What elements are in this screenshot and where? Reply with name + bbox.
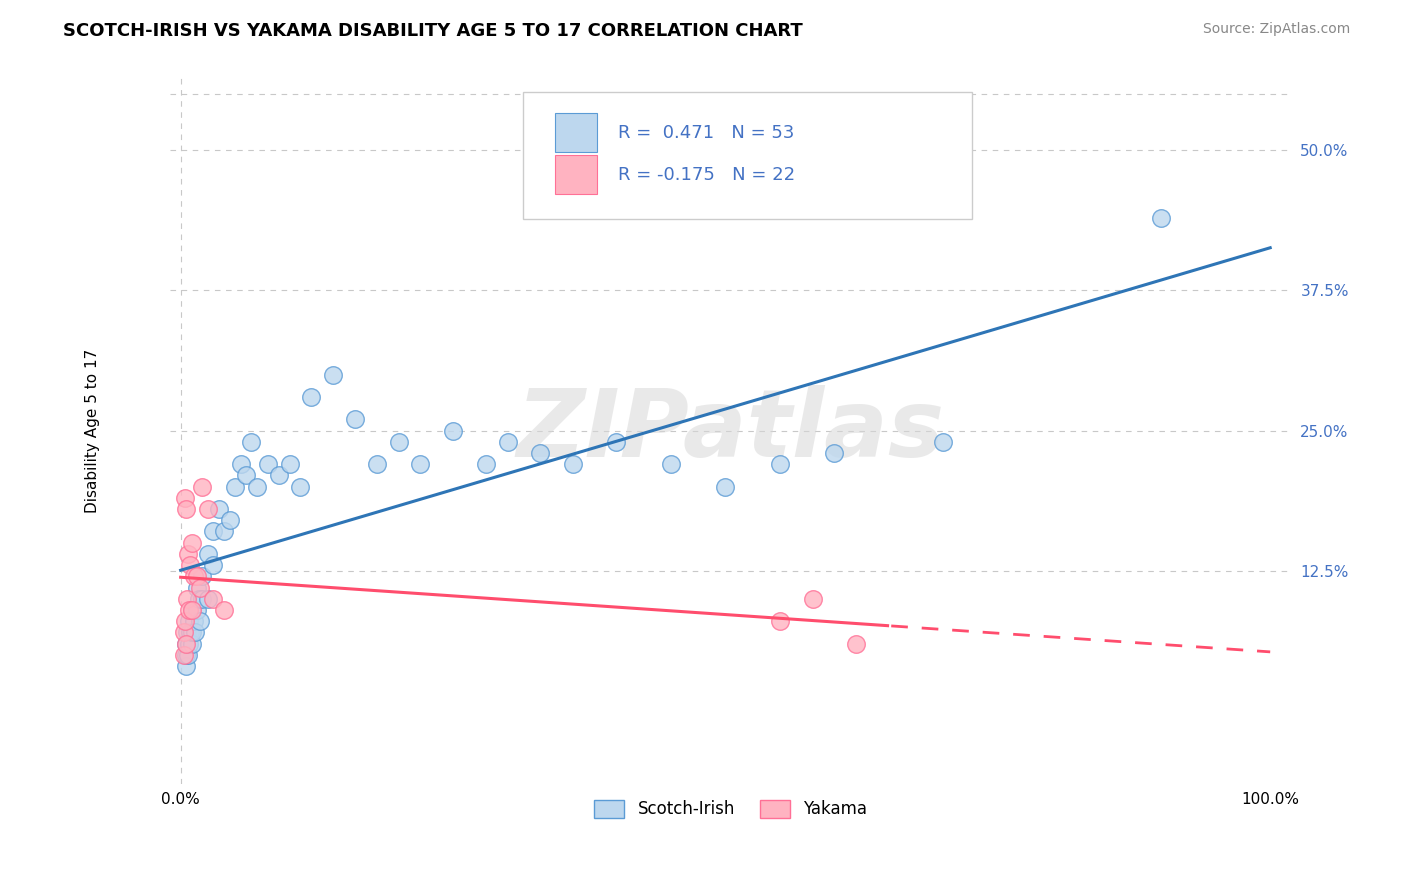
Legend: Scotch-Irish, Yakama: Scotch-Irish, Yakama xyxy=(588,793,875,825)
Text: Source: ZipAtlas.com: Source: ZipAtlas.com xyxy=(1202,22,1350,37)
Point xyxy=(769,614,792,628)
Point xyxy=(179,558,201,573)
Point xyxy=(197,547,219,561)
Point xyxy=(173,648,195,662)
Point xyxy=(267,468,290,483)
Point xyxy=(186,603,208,617)
Point xyxy=(343,412,366,426)
FancyBboxPatch shape xyxy=(555,155,598,194)
Point xyxy=(409,457,432,471)
Point xyxy=(183,569,205,583)
Point xyxy=(179,625,201,640)
Point xyxy=(299,390,322,404)
Point xyxy=(180,625,202,640)
Point xyxy=(659,457,682,471)
Point xyxy=(240,434,263,449)
Point xyxy=(218,513,240,527)
Point xyxy=(177,547,200,561)
Point xyxy=(179,637,201,651)
Point xyxy=(188,581,211,595)
Point xyxy=(714,480,737,494)
Point xyxy=(188,591,211,606)
Point xyxy=(180,637,202,651)
Point xyxy=(441,424,464,438)
Point xyxy=(235,468,257,483)
Point xyxy=(174,637,197,651)
Point xyxy=(174,659,197,673)
Y-axis label: Disability Age 5 to 17: Disability Age 5 to 17 xyxy=(86,349,100,513)
Point xyxy=(186,581,208,595)
Point xyxy=(932,434,955,449)
Point xyxy=(322,368,344,382)
Point xyxy=(202,524,225,539)
Point xyxy=(191,591,214,606)
Text: R = -0.175   N = 22: R = -0.175 N = 22 xyxy=(617,166,794,184)
Point xyxy=(212,603,235,617)
Point xyxy=(801,591,824,606)
Point xyxy=(387,434,409,449)
Point xyxy=(176,625,198,640)
Point xyxy=(474,457,496,471)
Point xyxy=(183,614,205,628)
Point xyxy=(174,491,197,505)
Point xyxy=(174,648,197,662)
Point xyxy=(278,457,301,471)
Point xyxy=(186,569,208,583)
Point xyxy=(180,603,202,617)
Point xyxy=(180,603,202,617)
Point xyxy=(366,457,388,471)
Point xyxy=(224,480,246,494)
Point xyxy=(845,637,868,651)
Point xyxy=(179,603,201,617)
Text: SCOTCH-IRISH VS YAKAMA DISABILITY AGE 5 TO 17 CORRELATION CHART: SCOTCH-IRISH VS YAKAMA DISABILITY AGE 5 … xyxy=(63,22,803,40)
Point xyxy=(179,614,201,628)
Point xyxy=(174,502,197,516)
Point xyxy=(202,558,225,573)
Point xyxy=(529,446,551,460)
Point xyxy=(290,480,312,494)
Point xyxy=(605,434,627,449)
Point xyxy=(191,480,214,494)
Point xyxy=(208,502,231,516)
Point xyxy=(177,648,200,662)
Point xyxy=(188,614,211,628)
Point xyxy=(173,625,195,640)
Text: R =  0.471   N = 53: R = 0.471 N = 53 xyxy=(617,123,794,142)
Text: ZIPatlas: ZIPatlas xyxy=(517,384,945,476)
FancyBboxPatch shape xyxy=(523,92,972,219)
FancyBboxPatch shape xyxy=(555,112,598,152)
Point xyxy=(823,446,845,460)
Point xyxy=(191,569,214,583)
Point xyxy=(561,457,583,471)
Point xyxy=(180,535,202,549)
Point xyxy=(246,480,269,494)
Point xyxy=(202,591,225,606)
Point xyxy=(229,457,252,471)
Point xyxy=(769,457,792,471)
Point xyxy=(174,637,197,651)
Point xyxy=(176,591,198,606)
Point xyxy=(174,614,197,628)
Point xyxy=(212,524,235,539)
Point xyxy=(184,625,207,640)
Point xyxy=(256,457,278,471)
Point xyxy=(197,502,219,516)
Point xyxy=(197,591,219,606)
Point xyxy=(496,434,519,449)
Point xyxy=(1150,211,1173,225)
